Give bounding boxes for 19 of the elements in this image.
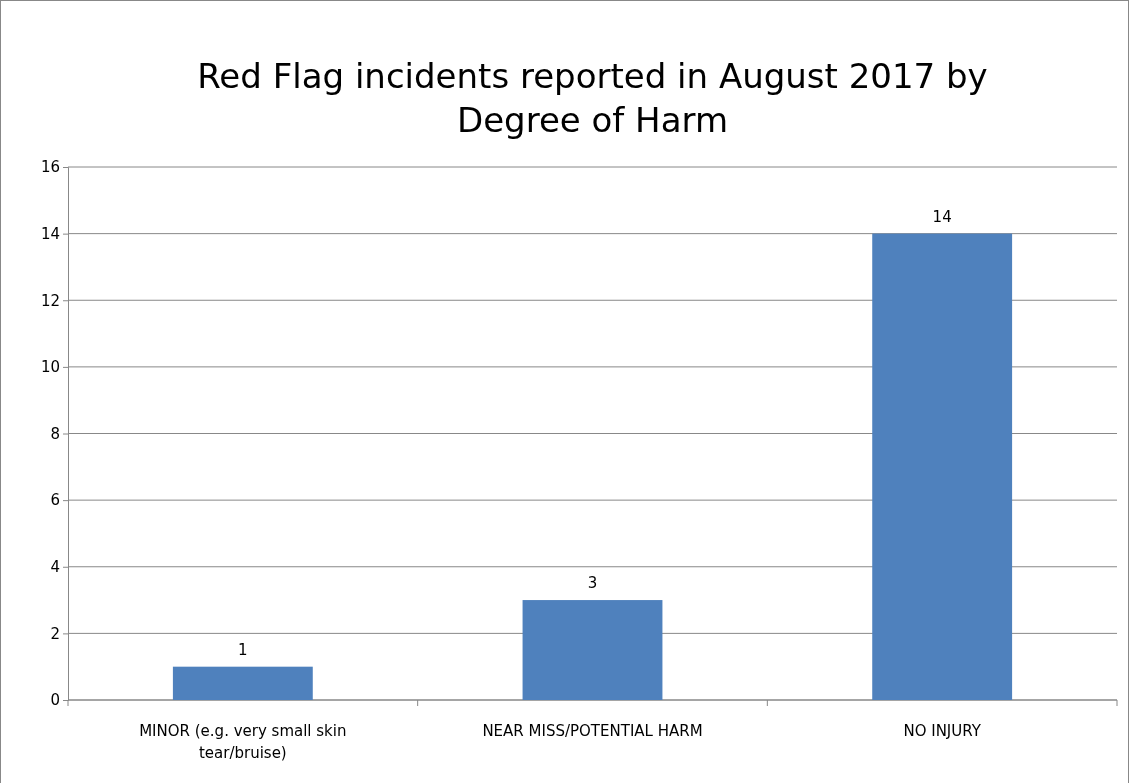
y-tick-label: 4 [50,558,60,577]
x-tick-label: NEAR MISS/POTENTIAL HARM [482,722,703,740]
y-tick-label: 6 [50,491,60,510]
x-tick-label: NO INJURY [903,722,982,740]
y-tick-label: 0 [50,691,60,710]
x-tick-label: MINOR (e.g. very small skin tear/bruise) [139,722,347,762]
bar [872,233,1013,700]
chart-title: Red Flag incidents reported in August 2017 by Degree of Harm [197,56,988,140]
bar [172,666,313,700]
y-tick-label: 2 [50,624,60,643]
bar [522,600,663,700]
data-label: 3 [587,574,598,593]
y-tick-label: 12 [40,291,60,310]
y-tick-label: 10 [40,358,60,377]
y-tick-label: 8 [50,424,60,443]
data-label: 1 [238,640,248,659]
y-tick-label: 16 [40,158,60,177]
data-label: 14 [932,207,952,226]
y-tick-label: 14 [40,224,60,243]
